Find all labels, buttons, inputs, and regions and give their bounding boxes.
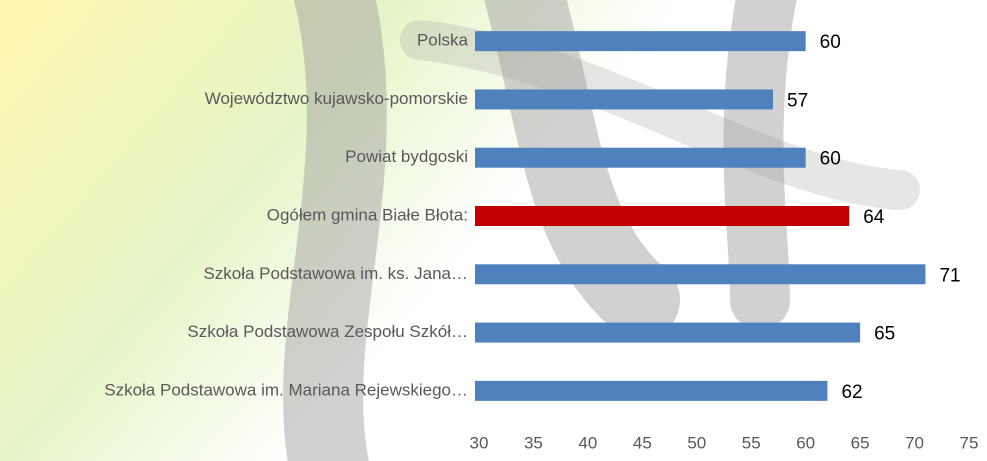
chart: 30 35 40 45 50 55 60 65 70 75 Polska 60 Województwo …	[0, 0, 987, 461]
value-label: 65	[874, 324, 895, 345]
x-tick-label: 75	[960, 433, 979, 452]
x-tick-label: 55	[742, 433, 761, 452]
bar	[475, 206, 849, 226]
x-tick-label: 30	[470, 433, 489, 452]
bar	[475, 148, 806, 168]
category-label: Województwo kujawsko-pomorskie	[205, 89, 468, 108]
category-label: Powiat bydgoski	[345, 147, 468, 166]
bar	[475, 31, 806, 51]
page: 30 35 40 45 50 55 60 65 70 75 Polska 60 Województwo …	[0, 0, 987, 461]
x-tick-label: 70	[905, 433, 924, 452]
x-tick-label: 40	[578, 433, 597, 452]
value-label: 62	[841, 382, 862, 403]
bar	[475, 323, 860, 343]
category-label: Szkoła Podstawowa im. ks. Jana…	[203, 264, 468, 283]
bar	[475, 89, 773, 109]
x-tick-label: 35	[524, 433, 543, 452]
value-label: 60	[820, 32, 841, 53]
bar	[475, 381, 827, 401]
value-label: 60	[820, 149, 841, 170]
x-tick-label: 45	[633, 433, 652, 452]
value-label: 71	[939, 265, 960, 286]
category-label: Polska	[417, 31, 469, 50]
x-tick-label: 65	[851, 433, 870, 452]
value-label: 64	[863, 207, 885, 228]
x-tick-label: 60	[796, 433, 815, 452]
x-tick-label: 50	[687, 433, 706, 452]
value-label: 57	[787, 90, 808, 111]
category-label: Ogółem gmina Białe Błota:	[267, 205, 468, 224]
bar	[475, 264, 925, 284]
category-label: Szkoła Podstawowa im. Mariana Rejewskieg…	[104, 380, 468, 399]
category-label: Szkoła Podstawowa Zespołu Szkół…	[187, 322, 468, 341]
